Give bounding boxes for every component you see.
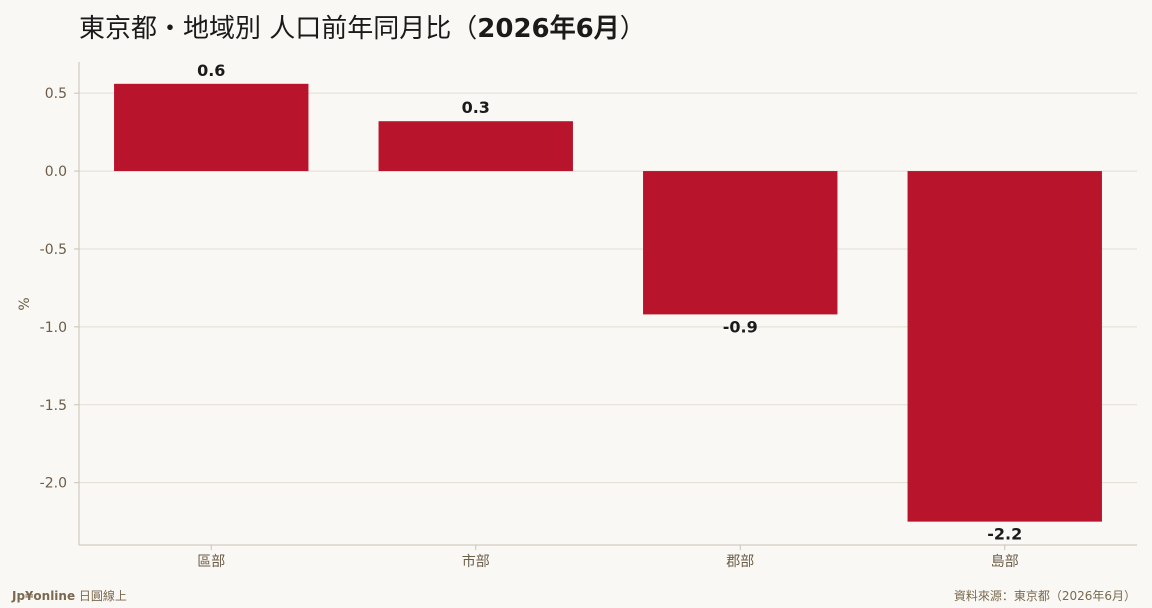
data-label: -2.2 xyxy=(987,525,1022,544)
y-tick-label: 0.5 xyxy=(45,86,67,102)
bar-郡部 xyxy=(643,171,838,315)
y-tick-label: -2.0 xyxy=(40,476,67,492)
bar-市部 xyxy=(378,121,573,172)
bars xyxy=(114,83,1102,522)
data-label: 0.6 xyxy=(197,61,225,80)
y-tick-label: 0.0 xyxy=(45,164,67,180)
x-tick-label: 郡部 xyxy=(726,554,754,570)
data-labels: 0.6 0.3 -0.9 -2.2 xyxy=(197,61,1022,544)
x-tick-label: 市部 xyxy=(462,553,490,570)
axes: 0.5 0.0 -0.5 -1.0 -1.5 -2.0% 區部 市部 郡部 島部 xyxy=(17,62,1137,570)
bar-島部 xyxy=(907,171,1102,522)
brand-name: Jp¥online xyxy=(12,589,76,603)
bar-區部 xyxy=(114,83,309,172)
y-tick-label: -1.0 xyxy=(40,320,67,336)
y-axis-label: % xyxy=(17,297,33,310)
source-note: 資料來源：東京都（2026年6月） xyxy=(953,589,1136,603)
brand-suffix: 日圓線上 xyxy=(75,589,127,603)
title-main: 東京都・地域別 人口前年同月比（ xyxy=(79,14,478,44)
x-tick-label: 島部 xyxy=(991,554,1019,570)
y-tick-label: -0.5 xyxy=(40,242,67,258)
chart-title: 東京都・地域別 人口前年同月比（2026年6月） xyxy=(79,8,646,45)
data-label: 0.3 xyxy=(462,98,490,117)
title-period: 2026年6月 xyxy=(477,14,620,44)
footer-brand: Jp¥online 日圓線上 xyxy=(12,587,127,604)
data-label: -0.9 xyxy=(723,317,758,336)
x-tick-label: 區部 xyxy=(197,554,225,570)
y-tick-label: -1.5 xyxy=(40,398,67,414)
title-close: ） xyxy=(619,14,646,44)
